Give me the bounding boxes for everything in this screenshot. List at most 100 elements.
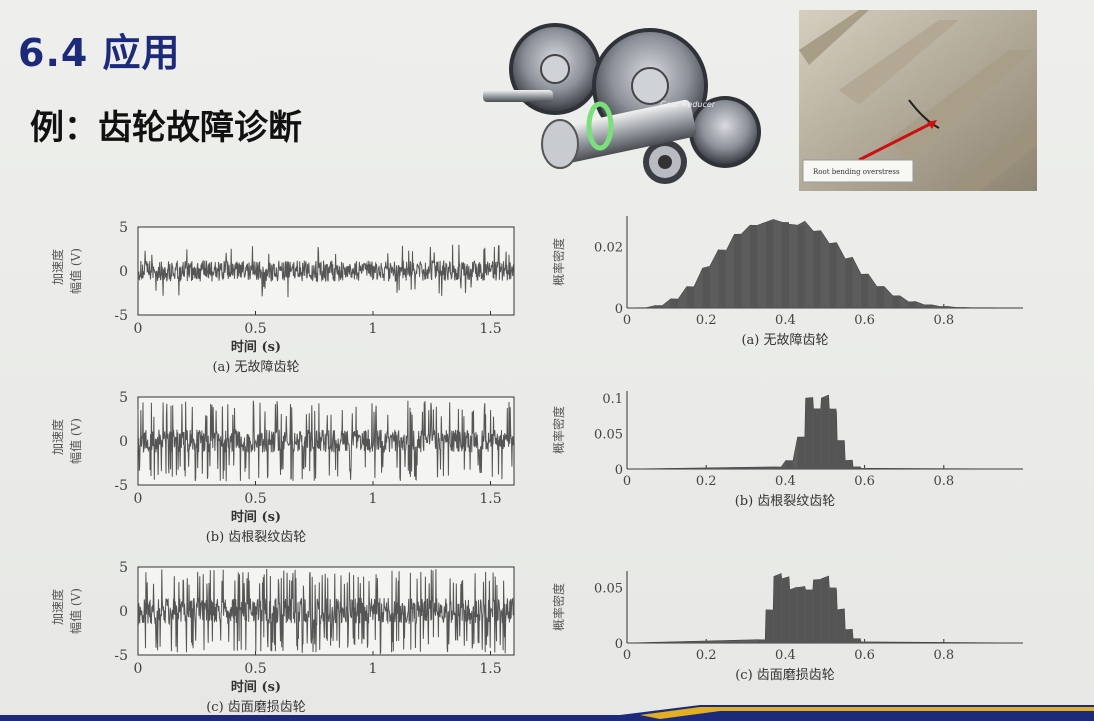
histogram-bar: [837, 609, 845, 643]
histogram-bar: [853, 638, 861, 643]
pdf-plot-a: 概率密度 0.02 0 0 0.2 0.4 0.6 0.8 (a) 无故障齿轮: [545, 210, 1035, 360]
time-plot-a: 加速度 幅值 (V) 5 0 -5 0 0.5 1 1.5 时间 (s) (a) 无故障齿轮: [40, 215, 520, 385]
histogram-bar: [773, 466, 782, 469]
histogram-bar: [845, 629, 853, 643]
gear-label: Gear Reducer: [660, 100, 716, 109]
y-tick-label: 0.05: [594, 582, 623, 597]
shaft-end: [541, 119, 579, 169]
y-tick-label: 0.1: [602, 392, 623, 407]
plot-caption: (b) 齿根裂纹齿轮: [735, 494, 836, 509]
histogram-bar: [805, 398, 813, 469]
histogram-bar: [813, 579, 821, 643]
histogram-bar: [766, 609, 774, 643]
x-tick-label: 0.2: [696, 648, 717, 663]
x-tick-label: 0: [134, 491, 143, 507]
time-plot-c: 加速度 幅值 (V) 5 0 -5 0 0.5 1 1.5 时间 (s) (c) 齿面磨损齿轮: [40, 555, 520, 715]
histogram-bar: [861, 641, 869, 643]
x-tick-label: 0.5: [244, 491, 266, 507]
histogram-bar: [734, 234, 742, 308]
histogram-bar: [821, 578, 829, 643]
histogram-bar: [718, 249, 726, 308]
y-tick-label: 5: [119, 220, 128, 236]
histogram-bar: [773, 576, 782, 643]
histogram-bar: [892, 295, 900, 308]
histogram-bar: [781, 222, 789, 308]
gear-reducer-image: Gear Reducer: [483, 23, 761, 184]
plot-caption: (c) 齿面磨损齿轮: [735, 668, 835, 683]
y-tick-label: 0: [119, 434, 128, 450]
x-tick-label: 1.5: [479, 661, 501, 677]
histogram-bar: [956, 307, 964, 308]
signal-line: [137, 400, 515, 482]
pdf-plot-svg: 概率密度 0.1 0.05 00 0.2 0.4 0.6 0.8 (b) 齿根裂纹齿轮: [551, 391, 1024, 509]
time-plot-svg: 加速度 幅值 (V) 5 0 -5 0 0.5 1 1.5 时间 (s) (b) 齿根裂纹齿轮: [50, 390, 515, 545]
x-tick-label: 0.5: [244, 321, 266, 337]
pdf-plot-b: 概率密度 0.1 0.05 0 0 0.2 0.4 0.6 0.8 (b) 齿根裂纹齿轮: [545, 385, 1035, 525]
histogram-bar: [797, 437, 805, 469]
x-tick-label: 0.6: [854, 313, 875, 328]
x-tick-label: 0.6: [854, 474, 875, 489]
x-tick-label: 1: [369, 661, 378, 677]
y-tick-label: 0: [615, 637, 623, 652]
x-tick-label: 0: [134, 321, 143, 337]
time-plot-b: 加速度 幅值 (V) 5 0 -5 0 0.5 1 1.5 时间 (s) (b) 齿根裂纹齿轮: [40, 385, 520, 555]
histogram-bar: [908, 301, 916, 308]
y-axis-label-1: 加速度: [50, 249, 65, 285]
y-axis-label: 概率密度: [551, 583, 566, 631]
x-axis-label: 时间 (s): [231, 339, 281, 355]
pdf-plot-c: 概率密度 0.05 0 0 0.2 0.4 0.6 0.8 (c) 齿面磨损齿轮: [545, 565, 1035, 695]
histogram-bar: [829, 243, 837, 308]
histogram-bar: [797, 225, 805, 308]
y-axis-label: 概率密度: [551, 406, 566, 454]
histogram-bar: [861, 468, 869, 469]
y-tick-label: 5: [119, 560, 128, 576]
time-plot-svg: 加速度 幅值 (V) 5 0 -5 0 0.5 1 1.5 时间 (s) (c) 齿面磨损齿轮: [50, 560, 515, 715]
output-shaft: [543, 99, 697, 167]
x-tick-label: 1: [369, 321, 378, 337]
y-axis-label-2: 幅值 (V): [68, 418, 83, 464]
x-tick-label: 0.4: [775, 313, 796, 328]
histogram-bar: [805, 589, 813, 643]
histogram-bar: [670, 298, 679, 308]
y-tick-label: 0.02: [594, 241, 623, 256]
y-axis-label-2: 幅值 (V): [68, 248, 83, 294]
x-tick-label: 0.8: [933, 648, 954, 663]
slide-title: 6.4 应用: [18, 31, 181, 75]
y-axis-label-2: 幅值 (V): [68, 588, 83, 634]
x-axis-label: 时间 (s): [231, 679, 281, 695]
y-tick-label: 0.05: [594, 428, 623, 443]
histogram-bar: [785, 460, 793, 469]
pdf-plot-svg: 概率密度 0.02 00 0.2 0.4 0.6 0.8 (a) 无故障齿轮: [551, 216, 1023, 348]
slide-subtitle: 例：齿轮故障诊断: [30, 108, 302, 148]
histogram-bar: [829, 408, 837, 469]
photo-caption: Root bending overstress: [813, 168, 900, 176]
signal-line: [137, 244, 515, 298]
x-tick-label: 0.2: [696, 313, 717, 328]
y-tick-label: -5: [114, 478, 128, 494]
histogram-bar: [861, 274, 869, 308]
y-tick-label: 0: [615, 302, 623, 317]
footer-bar: [0, 705, 1094, 721]
y-tick-label: 0: [119, 264, 128, 280]
histogram-bar: [781, 578, 789, 643]
histogram-bar: [797, 587, 805, 643]
histogram-bar: [940, 306, 948, 308]
y-tick-label: 0: [119, 604, 128, 620]
gear-crack-photo: Root bending overstress: [799, 10, 1037, 191]
y-axis-label-1: 加速度: [50, 419, 65, 455]
x-tick-label: 0: [623, 313, 631, 328]
signal-line: [137, 568, 515, 656]
histogram-bar: [829, 587, 837, 643]
bearing: [643, 140, 687, 184]
histogram-bar: [837, 440, 845, 469]
plot-caption: (b) 齿根裂纹齿轮: [206, 530, 307, 545]
y-tick-label: -5: [114, 648, 128, 664]
x-tick-label: 1.5: [479, 491, 501, 507]
histogram-bar: [876, 286, 884, 308]
histogram-bar: [655, 305, 663, 308]
x-tick-label: 0.5: [244, 661, 266, 677]
histogram-bar: [766, 222, 774, 308]
histogram-bar: [813, 231, 821, 308]
input-shaft: [483, 90, 553, 102]
x-tick-label: 0: [623, 474, 631, 489]
